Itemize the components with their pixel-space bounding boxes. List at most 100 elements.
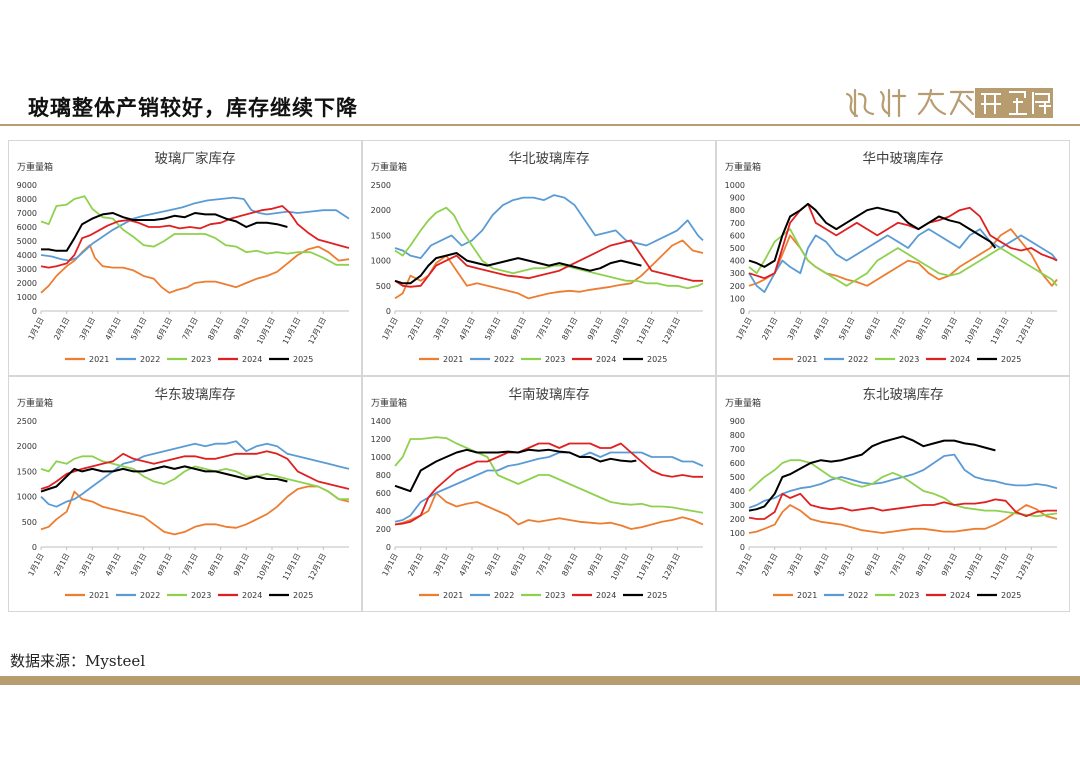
x-tick-label: 3月1日 xyxy=(78,316,97,342)
x-tick-label: 7月1日 xyxy=(180,552,199,578)
y-tick-label: 0 xyxy=(32,307,37,316)
legend-label-2022: 2022 xyxy=(494,355,514,364)
y-unit-label: 万重量箱 xyxy=(725,161,761,173)
y-tick-label: 400 xyxy=(730,257,745,266)
x-tick-label: 4月1日 xyxy=(103,316,122,342)
x-tick-label: 8月1日 xyxy=(914,552,933,578)
panel-central-china: 华中玻璃库存 万重量箱 0 100 200 300 400 500 600 700 800 900 10… xyxy=(716,140,1070,376)
series-line-2024 xyxy=(394,239,703,288)
series-line-2024 xyxy=(748,492,1057,520)
x-tick-label: 7月1日 xyxy=(888,316,907,342)
legend-label-2025: 2025 xyxy=(1001,591,1021,600)
x-tick-label: 11月1日 xyxy=(989,316,1011,346)
series-line-2024 xyxy=(394,442,703,526)
legend-label-2023: 2023 xyxy=(545,591,565,600)
x-tick-label: 6月1日 xyxy=(863,552,882,578)
legend-label-2021: 2021 xyxy=(89,591,109,600)
x-tick-label: 3月1日 xyxy=(432,552,451,578)
x-tick-label: 8月1日 xyxy=(206,552,225,578)
y-tick-label: 700 xyxy=(730,445,745,454)
legend-label-2022: 2022 xyxy=(494,591,514,600)
y-tick-label: 800 xyxy=(376,471,391,480)
series-line-2022 xyxy=(40,440,350,508)
series-line-2021 xyxy=(748,504,1058,534)
y-tick-label: 2000 xyxy=(371,206,391,215)
y-tick-label: 1000 xyxy=(17,493,37,502)
x-tick-label: 12月1日 xyxy=(1014,552,1036,582)
x-tick-label: 10月1日 xyxy=(609,552,631,582)
x-tick-label: 10月1日 xyxy=(255,316,277,346)
y-tick-label: 300 xyxy=(730,501,745,510)
legend-label-2024: 2024 xyxy=(950,591,970,600)
x-tick-label: 2月1日 xyxy=(406,316,425,342)
series-line-2022 xyxy=(394,194,704,259)
x-tick-label: 11月1日 xyxy=(281,316,303,346)
series-line-2023 xyxy=(394,436,704,514)
series-line-2022 xyxy=(394,451,704,523)
panel-south-china: 华南玻璃库存 万重量箱 0 200 400 600 800 1000 1200 1400 1月1日 2… xyxy=(362,376,716,612)
panel-factory-inventory: 玻璃厂家库存 万重量箱 0 1000 2000 3000 4000 5000 6000 7000 8… xyxy=(8,140,362,376)
x-tick-label: 4月1日 xyxy=(811,316,830,342)
legend-label-2024: 2024 xyxy=(242,355,262,364)
x-tick-label: 8月1日 xyxy=(206,316,225,342)
x-tick-label: 8月1日 xyxy=(914,316,933,342)
y-tick-label: 1200 xyxy=(371,435,391,444)
series-line-2021 xyxy=(394,492,704,530)
x-tick-label: 7月1日 xyxy=(180,316,199,342)
x-tick-label: 5月1日 xyxy=(837,552,856,578)
legend-label-2021: 2021 xyxy=(797,591,817,600)
x-tick-label: 6月1日 xyxy=(155,552,174,578)
legend-label-2022: 2022 xyxy=(140,355,160,364)
x-tick-label: 3月1日 xyxy=(432,316,451,342)
x-tick-label: 2月1日 xyxy=(52,552,71,578)
y-tick-label: 600 xyxy=(376,489,391,498)
y-tick-label: 6000 xyxy=(17,223,37,232)
x-tick-label: 6月1日 xyxy=(155,316,174,342)
y-unit-label: 万重量箱 xyxy=(371,397,407,409)
y-tick-label: 0 xyxy=(386,543,391,552)
legend-label-2021: 2021 xyxy=(443,355,463,364)
legend-label-2021: 2021 xyxy=(443,591,463,600)
x-tick-label: 8月1日 xyxy=(560,552,579,578)
x-tick-label: 5月1日 xyxy=(129,316,148,342)
x-tick-label: 1月1日 xyxy=(380,552,399,578)
chart-title: 东北玻璃库存 xyxy=(863,386,944,403)
x-tick-label: 7月1日 xyxy=(534,552,553,578)
series-line-2021 xyxy=(394,239,704,300)
x-tick-label: 2月1日 xyxy=(406,552,425,578)
y-tick-label: 4000 xyxy=(17,251,37,260)
y-tick-label: 0 xyxy=(740,307,745,316)
series-line-2024 xyxy=(40,450,350,490)
y-tick-label: 200 xyxy=(376,525,391,534)
series-line-2021 xyxy=(748,228,1058,287)
series-line-2024 xyxy=(748,203,1058,280)
data-source: 数据来源：Mysteel xyxy=(10,652,146,670)
y-tick-label: 1000 xyxy=(371,453,391,462)
legend-label-2023: 2023 xyxy=(545,355,565,364)
y-tick-label: 0 xyxy=(740,543,745,552)
x-tick-label: 6月1日 xyxy=(509,316,528,342)
x-tick-label: 10月1日 xyxy=(963,552,985,582)
x-tick-label: 4月1日 xyxy=(457,316,476,342)
legend-label-2025: 2025 xyxy=(647,591,667,600)
x-tick-label: 2月1日 xyxy=(760,316,779,342)
y-tick-label: 0 xyxy=(386,307,391,316)
chart-title: 华东玻璃库存 xyxy=(155,386,236,403)
panel-east-china: 华东玻璃库存 万重量箱 0 500 1000 1500 2000 2500 1月1日 2月1日 3月… xyxy=(8,376,362,612)
series-line-2023 xyxy=(748,459,1058,518)
y-unit-label: 万重量箱 xyxy=(17,161,53,173)
chart-title: 玻璃厂家库存 xyxy=(155,150,236,167)
x-tick-label: 1月1日 xyxy=(26,552,45,578)
series-line-2023 xyxy=(40,455,349,500)
x-tick-label: 8月1日 xyxy=(560,316,579,342)
series-line-2022 xyxy=(748,453,1058,509)
legend-label-2021: 2021 xyxy=(797,355,817,364)
legend-label-2022: 2022 xyxy=(848,355,868,364)
legend-label-2025: 2025 xyxy=(293,355,313,364)
legend-label-2025: 2025 xyxy=(647,355,667,364)
y-tick-label: 1500 xyxy=(17,467,37,476)
y-tick-label: 1000 xyxy=(725,181,745,190)
